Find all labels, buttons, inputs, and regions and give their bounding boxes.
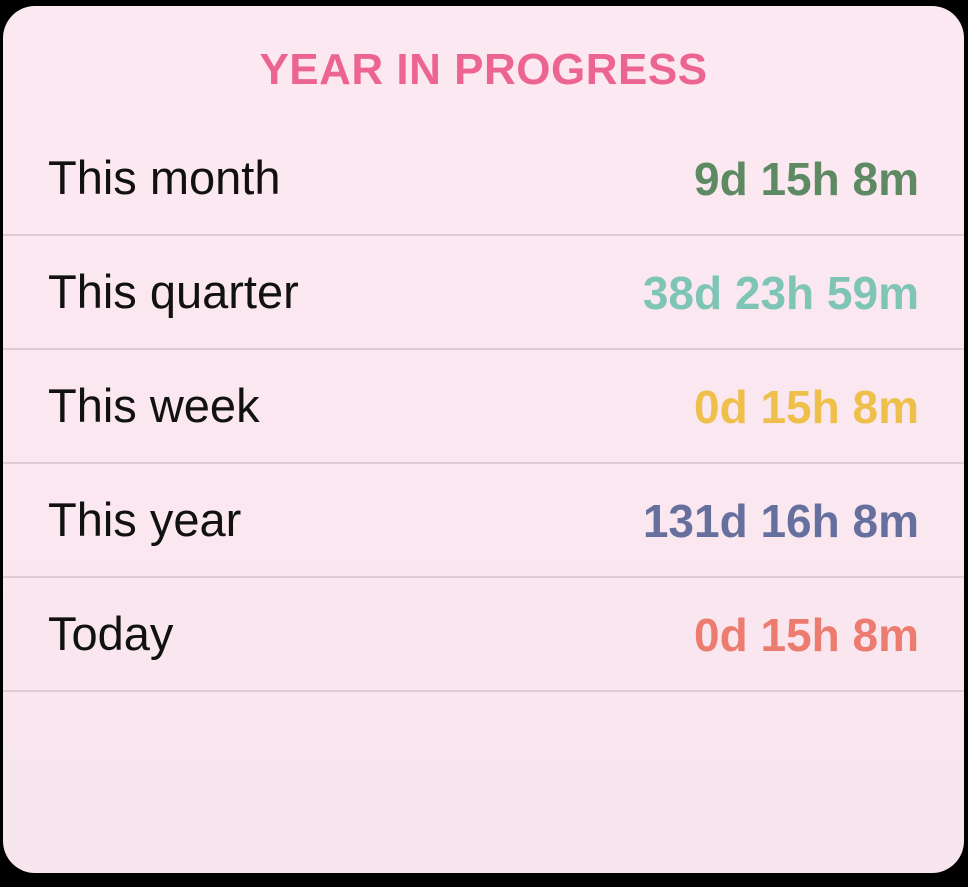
row-value: 38d 23h 59m	[642, 267, 919, 319]
row-this-quarter[interactable]: This quarter 38d 23h 59m	[3, 236, 964, 350]
widget-title: YEAR IN PROGRESS	[259, 45, 708, 94]
row-label: This week	[48, 379, 260, 432]
row-label: Today	[48, 607, 174, 660]
row-this-year[interactable]: This year 131d 16h 8m	[3, 464, 964, 578]
row-label: This month	[48, 151, 281, 204]
row-this-week[interactable]: This week 0d 15h 8m	[3, 350, 964, 464]
row-value: 131d 16h 8m	[642, 495, 919, 547]
row-value: 0d 15h 8m	[694, 381, 919, 433]
progress-list: This month 9d 15h 8m This quarter 38d 23…	[3, 122, 964, 692]
year-progress-widget[interactable]: YEAR IN PROGRESS This month 9d 15h 8m Th…	[3, 6, 964, 873]
row-label: This year	[48, 493, 242, 546]
row-value: 0d 15h 8m	[694, 609, 919, 661]
row-label: This quarter	[48, 265, 299, 318]
row-today[interactable]: Today 0d 15h 8m	[3, 578, 964, 692]
row-this-month[interactable]: This month 9d 15h 8m	[3, 122, 964, 236]
row-value: 9d 15h 8m	[694, 153, 919, 205]
